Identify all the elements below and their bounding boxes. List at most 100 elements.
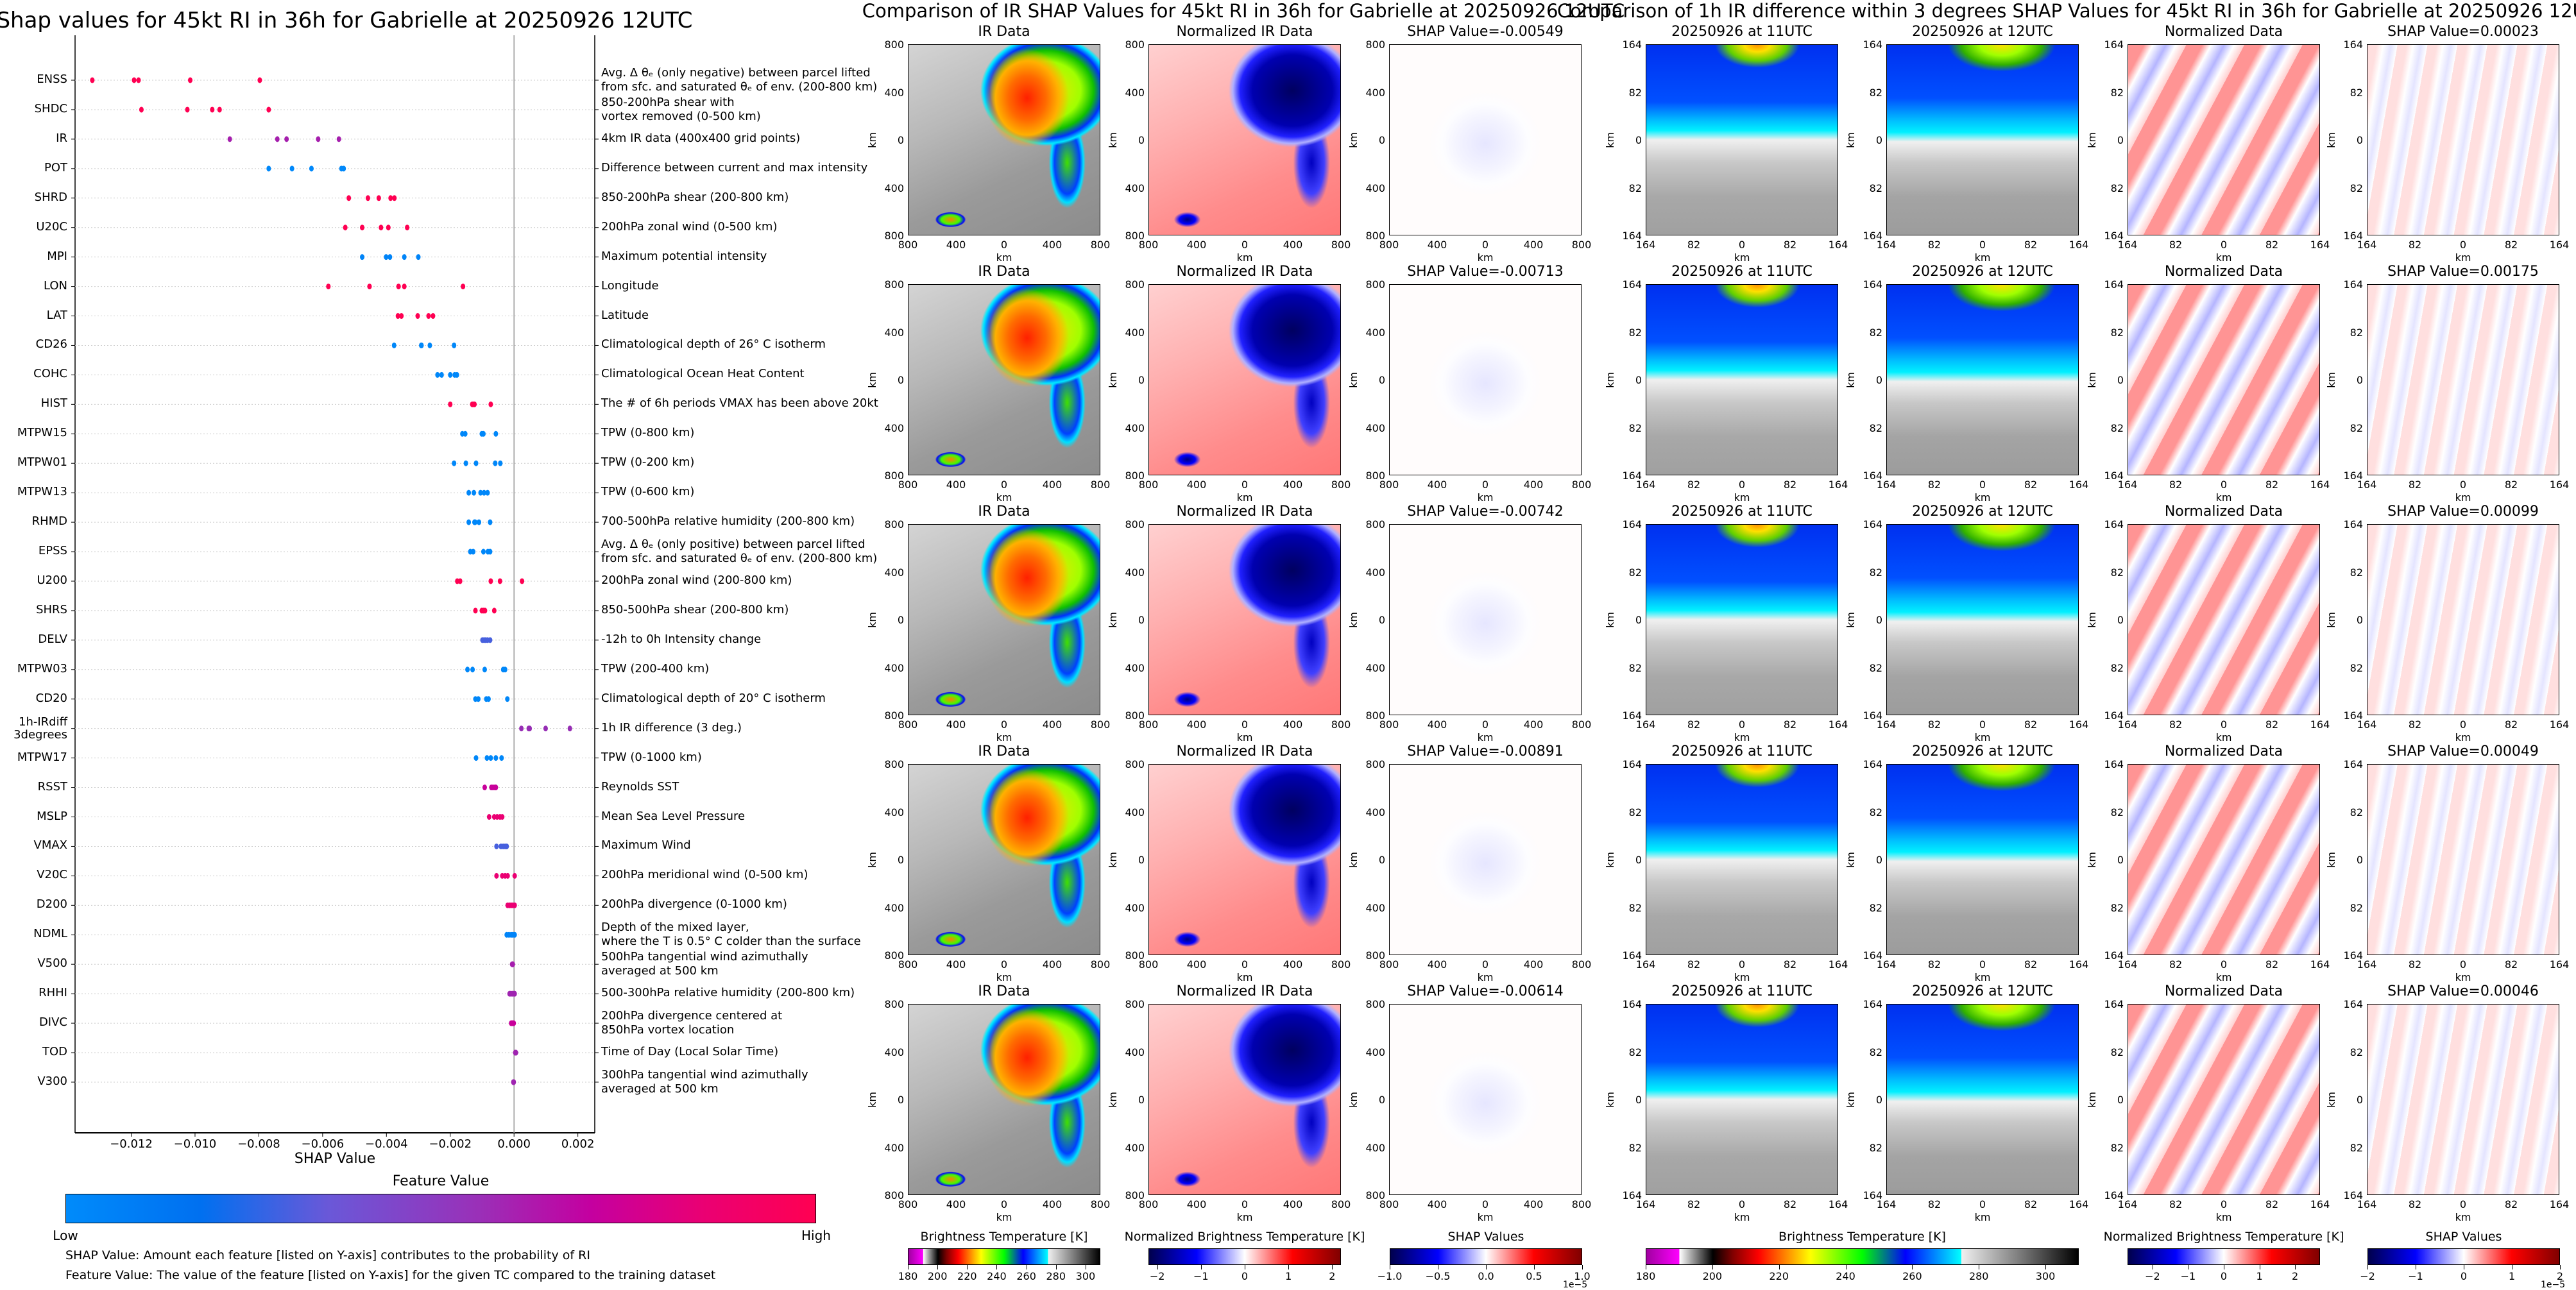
y-tick-label: 400 <box>1365 661 1385 674</box>
y-tick-label: 800 <box>1125 709 1145 722</box>
x-tick-label: 82 <box>2408 239 2422 251</box>
x-axis-label: km <box>1974 971 1991 983</box>
y-tick-label: 400 <box>1365 1046 1385 1058</box>
colorbar-tick-label: 220 <box>1769 1270 1789 1282</box>
y-tick-label: 400 <box>1125 326 1145 339</box>
x-axis-label: km <box>1734 1211 1750 1223</box>
section-title: Comparison of 1h IR difference within 3 … <box>1557 0 2576 22</box>
x-tick-label: 82 <box>2504 479 2518 491</box>
y-tick-label: 82 <box>2110 901 2124 914</box>
x-tick-label: 800 <box>1331 479 1351 491</box>
y-tick-label: 800 <box>1125 518 1145 530</box>
y-tick-label: 164 <box>2104 709 2124 722</box>
x-tick-label: 800 <box>1090 958 1111 971</box>
x-tick-label: 164 <box>1876 1198 1897 1210</box>
feature-label: LON <box>43 278 67 293</box>
shap-point-rhmd <box>488 519 493 525</box>
image-panel-sd <box>2367 764 2559 955</box>
y-tick-label: 82 <box>1869 1046 1882 1058</box>
shap-point-shdc <box>266 106 271 113</box>
x-tick-label: 400 <box>1427 479 1447 491</box>
colorbar-label: Brightness Temperature [K] <box>1778 1230 1946 1244</box>
y-axis-label: km <box>1106 852 1119 868</box>
x-tick-label: 800 <box>1138 239 1159 251</box>
x-axis-label: km <box>1734 251 1750 264</box>
x-tick-label: 800 <box>1379 718 1399 731</box>
x-tick-label: 400 <box>1042 958 1062 971</box>
y-tick-label: 800 <box>884 230 904 242</box>
x-tick-label: 800 <box>1571 958 1592 971</box>
shap-point-u20c <box>379 225 384 231</box>
x-tick-label: 800 <box>1331 239 1351 251</box>
feature-description: 1h IR difference (3 deg.) <box>601 720 742 734</box>
shap-point-shrs <box>482 607 488 614</box>
shap-point-mpi <box>402 254 407 260</box>
shap-point-mpi <box>384 254 389 260</box>
y-tick-label: 0 <box>2356 1094 2363 1106</box>
x-tick-label: 82 <box>1927 479 1941 491</box>
y-tick-label: 400 <box>884 901 904 914</box>
y-tick-label: 82 <box>2350 1046 2363 1058</box>
shap-point-mtpw01 <box>463 460 468 466</box>
feature-description: 850-200hPa shear (200-800 km) <box>601 190 789 204</box>
colorbar <box>1646 1248 2079 1265</box>
colorbar-label: SHAP Values <box>1447 1230 1524 1244</box>
panel-title: 20250926 at 11UTC <box>1671 24 1813 40</box>
y-tick-label: 0 <box>1635 854 1642 866</box>
colorbar <box>2367 1248 2560 1265</box>
x-tick-label: 82 <box>1927 958 1941 971</box>
shap-point-mtpw17 <box>484 755 490 761</box>
x-tick-label: 164 <box>1828 239 1848 251</box>
feature-label: MTPW03 <box>17 661 67 675</box>
shap-point-lon <box>402 284 407 290</box>
feature-description: 4km IR data (400x400 grid points) <box>601 131 801 145</box>
feature-description: Time of Day (Local Solar Time) <box>601 1045 779 1059</box>
x-axis-label: km <box>2215 251 2232 264</box>
image-panel-d11 <box>1646 524 1838 715</box>
shap-point-u200 <box>488 578 493 584</box>
x-axis-label: km <box>2455 731 2471 743</box>
y-tick-label: 164 <box>2104 758 2124 770</box>
y-tick-label: 400 <box>1125 1046 1145 1058</box>
y-tick-label: 800 <box>1365 230 1385 242</box>
colorbar-label: Brightness Temperature [K] <box>920 1230 1088 1244</box>
feature-label: MPI <box>47 249 67 263</box>
image-panel-shp <box>1389 1004 1582 1195</box>
x-axis-label: km <box>2455 251 2471 264</box>
x-tick-label: 800 <box>1331 958 1351 971</box>
y-tick-label: 800 <box>1365 278 1385 291</box>
shap-point-enss <box>132 77 137 83</box>
shap-point-vmax <box>504 843 509 849</box>
y-tick-label: 82 <box>2350 86 2363 99</box>
panel-title: SHAP Value=0.00175 <box>2387 264 2539 280</box>
x-axis-label: km <box>1236 731 1253 743</box>
y-tick-label: 164 <box>1863 518 1882 530</box>
colorbar-tick <box>2560 1265 2561 1269</box>
y-tick-label: 800 <box>1365 998 1385 1010</box>
y-axis-label: km <box>2324 132 2337 148</box>
y-tick-label: 164 <box>2343 1189 2363 1201</box>
x-tick-label: 164 <box>2549 479 2570 491</box>
shap-point-enss <box>136 77 141 83</box>
x-tick-label: 82 <box>2408 958 2422 971</box>
x-tick-label: 800 <box>898 479 918 491</box>
shap-point-u20c <box>386 225 391 231</box>
x-tick-label: 0 <box>1738 479 1746 491</box>
y-tick-label: 800 <box>1125 38 1145 51</box>
y-tick-label: 0 <box>1378 374 1385 386</box>
y-axis-label: km <box>1844 852 1857 868</box>
shap-point-pot <box>341 165 346 172</box>
y-tick-label: 164 <box>2343 278 2363 291</box>
y-tick-label: 0 <box>1875 614 1882 626</box>
y-tick-label: 164 <box>2343 230 2363 242</box>
shap-point-mtpw03 <box>465 666 470 673</box>
shap-point-hist <box>448 401 453 407</box>
feature-description: 500-300hPa relative humidity (200-800 km… <box>601 986 855 1000</box>
y-tick-label: 400 <box>1365 86 1385 99</box>
x-tick-label: 0 <box>1979 239 1986 251</box>
panel-title: Normalized Data <box>2164 504 2283 520</box>
colorbar-tick <box>1712 1265 1713 1269</box>
y-tick-label: 400 <box>1125 661 1145 674</box>
colorbar-tick-label: 0.0 <box>1478 1270 1494 1282</box>
x-tick-label: 400 <box>1283 239 1303 251</box>
